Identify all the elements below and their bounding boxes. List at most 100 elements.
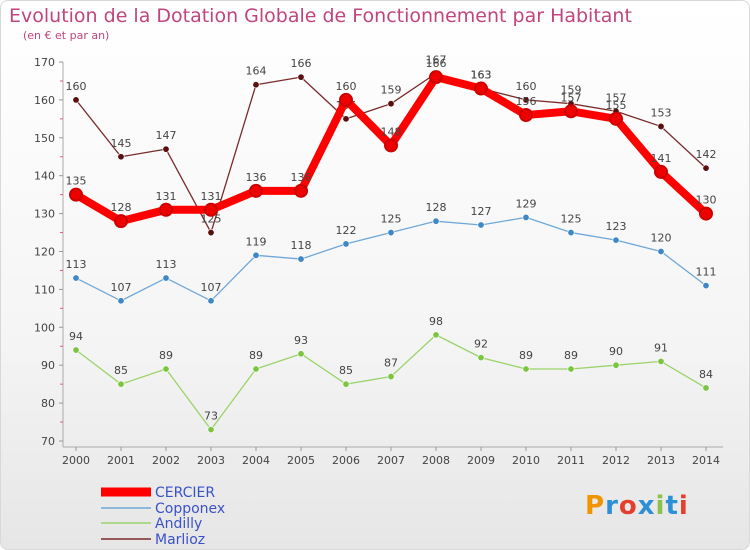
data-label: 111 <box>696 266 717 279</box>
data-point <box>207 426 215 434</box>
data-label: 166 <box>291 57 312 70</box>
logo-letter: o <box>618 491 638 521</box>
data-point <box>522 365 530 373</box>
y-tick-label: 80 <box>41 397 55 410</box>
data-label: 163 <box>471 69 492 82</box>
x-tick-label: 2007 <box>377 454 405 467</box>
data-point <box>297 73 305 81</box>
data-point <box>294 183 308 198</box>
data-label: 123 <box>606 220 627 233</box>
data-label: 141 <box>651 152 672 165</box>
data-label: 125 <box>381 213 402 226</box>
series-andilly: 94 85 89 73 89 93 85 87 98 92 89 89 90 91 84 <box>69 315 713 434</box>
data-label: 84 <box>699 368 713 381</box>
data-label: 131 <box>156 190 177 203</box>
data-label: 136 <box>246 171 267 184</box>
data-point <box>432 217 440 225</box>
data-point <box>342 240 350 248</box>
x-tick-label: 2005 <box>287 454 315 467</box>
chart-title: Evolution de la Dotation Globale de Fonc… <box>9 5 632 27</box>
data-point <box>654 164 668 179</box>
data-label: 127 <box>471 205 492 218</box>
logo-letter: P <box>585 491 606 521</box>
data-label: 136 <box>291 171 312 184</box>
x-tick-label: 2002 <box>152 454 180 467</box>
chart-subtitle: (en € et par an) <box>23 29 110 42</box>
y-tick-label: 130 <box>34 208 55 221</box>
logo-letter: i <box>655 491 666 521</box>
data-label: 107 <box>201 281 222 294</box>
data-label: 89 <box>564 349 578 362</box>
data-point <box>72 274 80 282</box>
data-point <box>117 297 125 305</box>
data-label: 87 <box>384 357 398 370</box>
y-tick-label: 70 <box>41 435 55 448</box>
data-label: 159 <box>381 84 402 97</box>
legend-label: Copponex <box>155 501 225 517</box>
legend-label: Marlioz <box>155 532 205 548</box>
x-tick-label: 2006 <box>332 454 360 467</box>
data-point <box>342 115 350 123</box>
data-point <box>387 229 395 237</box>
data-label: 107 <box>111 281 132 294</box>
data-point <box>429 70 443 85</box>
data-point <box>657 357 665 365</box>
data-point <box>657 122 665 130</box>
data-point <box>249 183 263 198</box>
x-tick-label: 2004 <box>242 454 270 467</box>
data-label: 142 <box>696 148 717 161</box>
data-point <box>612 361 620 369</box>
data-label: 147 <box>156 129 177 142</box>
data-point <box>297 255 305 263</box>
data-label: 92 <box>474 338 488 351</box>
y-tick-label: 90 <box>41 359 55 372</box>
data-label: 164 <box>246 65 267 78</box>
data-label: 125 <box>201 213 222 226</box>
data-label: 128 <box>111 201 132 214</box>
data-point <box>342 380 350 388</box>
x-tick-label: 2014 <box>692 454 720 467</box>
x-tick-label: 2009 <box>467 454 495 467</box>
data-point <box>522 213 530 221</box>
data-point <box>387 100 395 108</box>
data-label: 148 <box>381 125 402 138</box>
data-point <box>474 81 488 96</box>
data-point <box>207 229 215 237</box>
data-label: 85 <box>114 364 128 377</box>
data-point <box>207 297 215 305</box>
data-label: 145 <box>111 137 132 150</box>
data-label: 160 <box>336 80 357 93</box>
data-point <box>657 248 665 256</box>
data-point <box>114 214 128 229</box>
y-tick-label: 160 <box>34 94 55 107</box>
x-tick-label: 2001 <box>107 454 135 467</box>
y-tick-label: 150 <box>34 132 55 145</box>
data-label: 113 <box>156 258 177 271</box>
logo-letter: x <box>637 491 656 521</box>
data-label: 89 <box>159 349 173 362</box>
data-label: 130 <box>696 194 717 207</box>
data-point <box>702 384 710 392</box>
data-label: 118 <box>291 239 312 252</box>
data-label: 129 <box>516 197 537 210</box>
data-point <box>339 92 353 107</box>
data-label: 119 <box>246 235 267 248</box>
x-tick-label: 2011 <box>557 454 585 467</box>
y-tick-label: 110 <box>34 283 55 296</box>
y-tick-label: 140 <box>34 170 55 183</box>
data-point <box>519 108 533 123</box>
data-label: 93 <box>294 334 308 347</box>
data-point <box>297 350 305 358</box>
data-label: 157 <box>561 91 582 104</box>
data-point <box>162 145 170 153</box>
proxiti-logo: Proxiti <box>585 491 689 521</box>
data-label: 155 <box>606 99 627 112</box>
data-label: 91 <box>654 341 668 354</box>
data-point <box>117 153 125 161</box>
data-label: 85 <box>339 364 353 377</box>
data-label: 160 <box>516 80 537 93</box>
logo-letter: t <box>665 491 679 521</box>
data-point <box>162 365 170 373</box>
